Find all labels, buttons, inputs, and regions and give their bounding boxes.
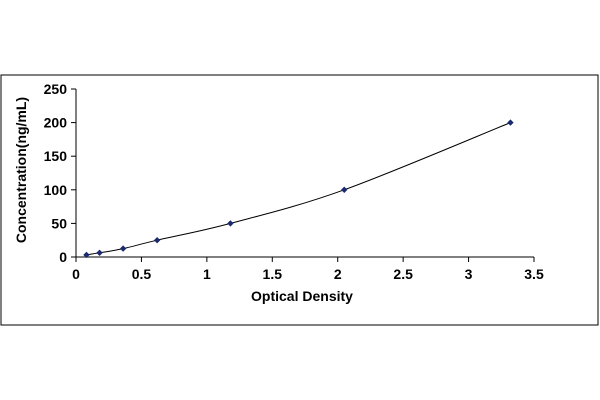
- x-tick-label: 2.5: [393, 266, 413, 282]
- data-point: [507, 119, 514, 126]
- data-points: [83, 119, 514, 259]
- plot-area: [76, 89, 534, 257]
- x-tick-label: 0.5: [132, 266, 152, 282]
- x-tick-label: 1.5: [263, 266, 283, 282]
- data-point: [227, 220, 234, 227]
- x-tick-label: 2: [334, 266, 342, 282]
- y-tick-label: 0: [59, 249, 67, 265]
- x-tick-label: 1: [203, 266, 211, 282]
- data-point: [96, 249, 103, 256]
- y-axis-title: Concentration(ng/mL): [13, 97, 29, 243]
- y-tick-label: 100: [44, 182, 68, 198]
- x-ticks: 0 0.5 1 1.5 2 2.5 3 3.5: [72, 257, 544, 282]
- y-tick-label: 150: [44, 148, 68, 164]
- data-point: [153, 237, 161, 244]
- y-ticks: 0 50 100 150 200 250: [44, 81, 76, 265]
- y-tick-label: 200: [44, 115, 68, 131]
- data-point: [83, 251, 90, 259]
- data-point: [119, 245, 127, 252]
- y-tick-label: 50: [51, 215, 67, 231]
- x-axis-title: Optical Density: [251, 288, 353, 304]
- x-tick-label: 0: [72, 266, 80, 282]
- data-point: [341, 186, 348, 193]
- y-tick-label: 250: [44, 81, 68, 97]
- x-tick-label: 3.5: [524, 266, 544, 282]
- x-tick-label: 3: [465, 266, 473, 282]
